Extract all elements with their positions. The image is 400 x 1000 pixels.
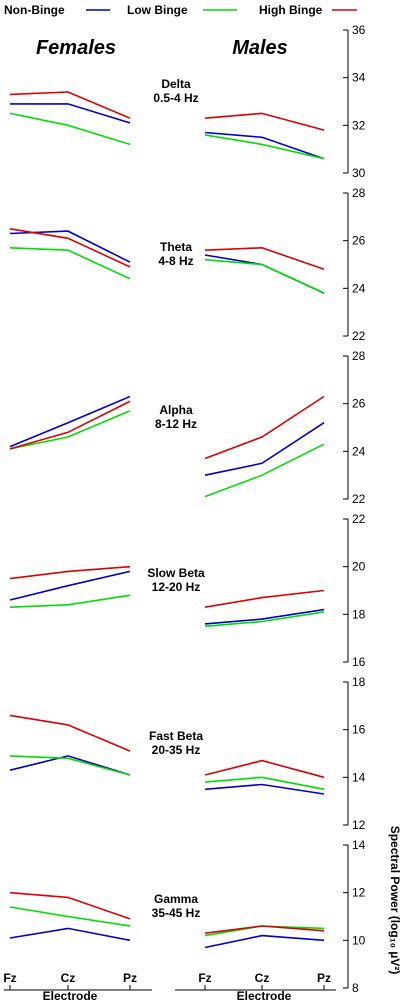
x-axis-label-males: Electrode bbox=[237, 989, 292, 1000]
x-axes: Electrode Electrode Fz Cz Pz Fz Cz Pz bbox=[3, 971, 336, 1000]
y-tick-label: 36 bbox=[352, 23, 366, 37]
band-title: 35-45 Hz bbox=[152, 906, 201, 920]
x-tick-label: Cz bbox=[61, 971, 76, 985]
line-males-non-binge bbox=[204, 783, 325, 795]
y-tick-label: 14 bbox=[352, 838, 366, 852]
x-tick-label: Pz bbox=[317, 971, 331, 985]
legend-label-high-binge: High Binge bbox=[259, 3, 323, 17]
band-title: 12-20 Hz bbox=[152, 580, 201, 594]
line-males-non-binge bbox=[204, 934, 325, 949]
y-tick-label: 22 bbox=[352, 329, 366, 343]
x-tick-label: Fz bbox=[198, 971, 211, 985]
females-header: Females bbox=[36, 37, 116, 59]
legend: Non-Binge Low Binge High Binge bbox=[4, 3, 357, 17]
x-tick-label: Fz bbox=[3, 971, 16, 985]
legend-label-non-binge: Non-Binge bbox=[4, 3, 65, 17]
band-title: Delta bbox=[161, 77, 191, 91]
band-title: 20-35 Hz bbox=[152, 743, 201, 757]
y-tick-label: 18 bbox=[352, 675, 366, 689]
line-females-high-binge bbox=[9, 565, 131, 580]
line-females-low-binge bbox=[9, 594, 131, 608]
line-males-high-binge bbox=[204, 925, 325, 934]
line-males-low-binge bbox=[204, 258, 325, 294]
line-females-low-binge bbox=[9, 410, 131, 450]
line-females-high-binge bbox=[9, 91, 131, 119]
line-females-low-binge bbox=[9, 755, 131, 776]
legend-label-low-binge: Low Binge bbox=[127, 3, 188, 17]
line-females-non-binge bbox=[9, 230, 131, 263]
line-females-high-binge bbox=[9, 400, 131, 450]
y-tick-label: 24 bbox=[352, 281, 366, 295]
band-title: 0.5-4 Hz bbox=[153, 91, 198, 105]
line-females-low-binge bbox=[9, 112, 131, 146]
y-axis-label: Spectral Power (log₁₀ µV²) bbox=[388, 826, 400, 975]
line-females-non-binge bbox=[9, 927, 131, 942]
y-tick-label: 16 bbox=[352, 655, 366, 669]
line-females-non-binge bbox=[9, 570, 131, 601]
y-tick-label: 22 bbox=[352, 512, 366, 526]
band-title: Alpha bbox=[159, 403, 193, 417]
y-tick-label: 28 bbox=[352, 349, 366, 363]
line-males-low-binge bbox=[204, 443, 325, 498]
band-title: Gamma bbox=[154, 892, 198, 906]
y-tick-label: 22 bbox=[352, 492, 366, 506]
x-tick-label: Pz bbox=[123, 971, 137, 985]
y-tick-label: 34 bbox=[352, 71, 366, 85]
line-males-high-binge bbox=[204, 589, 325, 608]
line-females-high-binge bbox=[9, 891, 131, 920]
line-males-low-binge bbox=[204, 611, 325, 628]
y-tick-label: 12 bbox=[352, 818, 366, 832]
line-females-non-binge bbox=[9, 395, 131, 448]
y-tick-label: 26 bbox=[352, 234, 366, 248]
line-females-high-binge bbox=[9, 714, 131, 752]
y-tick-label: 12 bbox=[352, 886, 366, 900]
line-males-high-binge bbox=[204, 759, 325, 779]
y-tick-label: 24 bbox=[352, 444, 366, 458]
y-tick-label: 32 bbox=[352, 118, 366, 132]
line-females-low-binge bbox=[9, 247, 131, 280]
y-tick-label: 20 bbox=[352, 560, 366, 574]
line-males-high-binge bbox=[204, 112, 325, 131]
band-title: Slow Beta bbox=[147, 566, 205, 580]
y-tick-label: 18 bbox=[352, 607, 366, 621]
line-males-non-binge bbox=[204, 131, 325, 160]
y-tick-label: 28 bbox=[352, 186, 366, 200]
band-title: 8-12 Hz bbox=[155, 417, 197, 431]
y-tick-label: 16 bbox=[352, 723, 366, 737]
line-males-low-binge bbox=[204, 134, 325, 160]
males-header: Males bbox=[232, 37, 288, 59]
line-females-low-binge bbox=[9, 906, 131, 927]
y-tick-label: 10 bbox=[352, 933, 366, 947]
y-tick-label: 14 bbox=[352, 770, 366, 784]
band-title: Fast Beta bbox=[149, 729, 203, 743]
band-title: Theta bbox=[160, 240, 192, 254]
y-tick-label: 8 bbox=[352, 981, 359, 995]
line-females-non-binge bbox=[10, 103, 131, 124]
line-males-high-binge bbox=[204, 246, 325, 271]
line-females-high-binge bbox=[9, 228, 131, 268]
x-tick-label: Cz bbox=[255, 971, 270, 985]
line-males-high-binge bbox=[204, 395, 325, 460]
x-axis-label-females: Electrode bbox=[43, 989, 98, 1000]
y-tick-label: 26 bbox=[352, 397, 366, 411]
y-tick-label: 30 bbox=[352, 166, 366, 180]
line-males-non-binge bbox=[204, 608, 325, 625]
line-males-low-binge bbox=[204, 776, 325, 791]
line-males-non-binge bbox=[204, 422, 325, 476]
band-title: 4-8 Hz bbox=[158, 254, 193, 268]
